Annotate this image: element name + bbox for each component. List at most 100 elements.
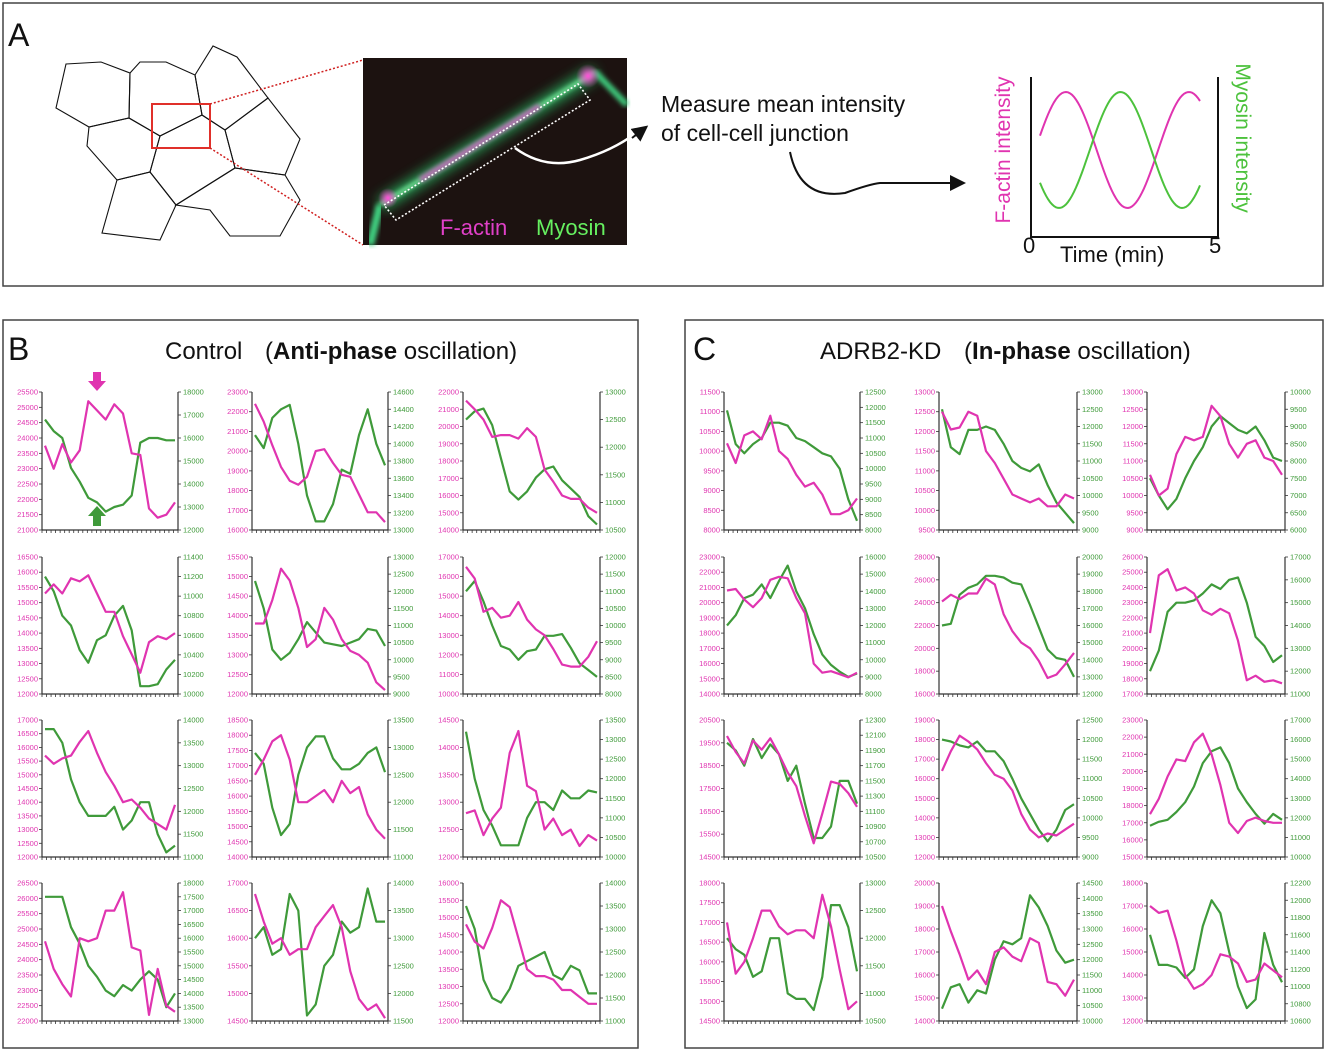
y2-tick-label-myosin: 11500 (1082, 755, 1102, 764)
panel-b-title: Control (Anti-phase oscillation) (165, 338, 517, 365)
y2-tick-label-myosin: 16500 (183, 920, 204, 929)
y2-tick-label-myosin: 6500 (1290, 508, 1307, 517)
factin-line (725, 414, 858, 516)
y2-tick-label-myosin: 13000 (393, 934, 414, 943)
y-tick-label-factin: 14000 (699, 690, 720, 699)
y-tick-label-factin: 24000 (914, 598, 935, 607)
y2-tick-label-myosin: 11300 (865, 792, 885, 801)
factin-line (254, 734, 386, 840)
y-tick-label-factin: 13000 (914, 833, 935, 842)
y-tick-label-factin: 24000 (1122, 583, 1143, 592)
y-tick-label-factin: 13500 (227, 631, 248, 640)
y-tick-label-factin: 15000 (438, 592, 459, 601)
y-tick-label-factin: 25500 (17, 388, 38, 397)
y-tick-label-factin: 24500 (17, 418, 38, 427)
y2-tick-label-myosin: 12000 (393, 989, 414, 998)
y2-tick-label-myosin: 10500 (393, 638, 414, 647)
y-tick-label-factin: 16000 (227, 792, 248, 801)
y2-tick-label-myosin: 11600 (1290, 930, 1310, 939)
y-tick-label-factin: 13500 (17, 644, 38, 653)
y-tick-label-factin: 10500 (914, 486, 935, 495)
y2-tick-label-myosin: 11000 (1082, 457, 1102, 466)
myosin-trough-arrow-icon (88, 506, 106, 526)
y2-tick-label-myosin: 13200 (393, 508, 414, 517)
y2-tick-label-myosin: 13000 (605, 735, 626, 744)
y-tick-label-factin: 17000 (699, 644, 720, 653)
y2-tick-label-myosin: 11500 (605, 570, 625, 579)
y2-tick-label-myosin: 12000 (605, 971, 626, 980)
y2-tick-label-myosin: 9500 (1082, 508, 1099, 517)
y2-tick-label-myosin: 10500 (605, 833, 626, 842)
y2-tick-label-myosin: 12000 (1082, 422, 1103, 431)
chart-c-9: 15000 16000 17000 18000 19000 20000 21000 22000… (1122, 716, 1311, 862)
myosin-line (45, 895, 176, 1009)
panel-a: A F-actin Myosin (2, 2, 1324, 287)
y-tick-label-factin: 17000 (17, 716, 38, 725)
cell-network-diagram (55, 45, 301, 241)
y-tick-label-factin: 22000 (438, 388, 459, 397)
y2-tick-label-myosin: 13500 (605, 902, 626, 911)
factin-line (1148, 568, 1283, 685)
y-tick-label-factin: 14500 (699, 1017, 720, 1026)
y2-tick-label-myosin: 17500 (183, 892, 204, 901)
y-tick-label-factin: 10000 (1122, 491, 1143, 500)
y-tick-label-factin: 22500 (17, 1001, 38, 1010)
y-tick-label-factin: 8500 (703, 506, 720, 515)
y2-tick-label-myosin: 12000 (605, 553, 626, 562)
y-tick-label-factin: 15500 (17, 757, 38, 766)
myosin-line (1149, 415, 1283, 511)
y-tick-label-factin: 15000 (438, 913, 459, 922)
y-tick-label-factin: 14000 (914, 813, 935, 822)
y2-tick-label-myosin: 11000 (393, 853, 413, 862)
y-tick-label-factin: 12000 (438, 650, 459, 659)
y-tick-label-factin: 11000 (700, 407, 720, 416)
y2-tick-label-myosin: 13000 (183, 503, 204, 512)
y-tick-label-factin: 13000 (438, 982, 459, 991)
chart-b-11: 14500 15000 15500 16000 16500 17000 11500 12000… (227, 879, 414, 1026)
y-tick-label-factin: 20000 (914, 879, 935, 888)
panel-b-label: B (8, 331, 29, 367)
y2-tick-label-myosin: 12500 (605, 755, 626, 764)
y2-tick-label-myosin: 10500 (1082, 794, 1103, 803)
schematic-ylabel-myosin: Myosin intensity (1231, 63, 1254, 213)
y2-tick-label-myosin: 11700 (865, 761, 885, 770)
y2-tick-label-myosin: 14000 (183, 989, 204, 998)
y2-tick-label-myosin: 12000 (1290, 667, 1311, 676)
y-tick-label-factin: 13000 (17, 825, 38, 834)
y2-tick-label-myosin: 12500 (1082, 716, 1103, 725)
chart-b-1: 21000 21500 22000 22500 23000 23500 24000 24500… (17, 388, 204, 535)
y2-tick-label-myosin: 12000 (605, 443, 626, 452)
chart-b-4: 12000 12500 13000 13500 14000 14500 15000 15500… (17, 553, 204, 699)
y-tick-label-factin: 15000 (438, 508, 459, 517)
y2-tick-label-myosin: 14000 (183, 716, 204, 725)
y2-tick-label-myosin: 14000 (1082, 655, 1103, 664)
y-tick-label-factin: 10000 (699, 447, 720, 456)
chart-c-10: 14500 15000 15500 16000 16500 17000 17500 18000… (699, 879, 886, 1026)
y2-tick-label-myosin: 13000 (183, 1017, 204, 1026)
y-tick-label-factin: 21000 (227, 427, 248, 436)
factin-line (465, 566, 598, 668)
panel-b-condition: Control (165, 338, 242, 365)
schematic-x-end: 5 (1209, 233, 1221, 258)
y2-tick-label-myosin: 9500 (1290, 405, 1307, 414)
factin-line (253, 893, 386, 1019)
chart-c-11: 14000 15000 16000 17000 18000 19000 20000 10000… (914, 879, 1103, 1026)
myosin-line (1149, 746, 1283, 827)
factin-line (465, 899, 597, 1005)
factin-line (1149, 732, 1282, 835)
myosin-line (726, 564, 858, 679)
y2-tick-label-myosin: 13000 (393, 553, 414, 562)
myosin-line (940, 409, 1075, 524)
y2-tick-label-myosin: 12500 (605, 948, 626, 957)
y2-tick-label-myosin: 10500 (605, 604, 626, 613)
y-tick-label-factin: 16000 (227, 934, 248, 943)
myosin-line (253, 580, 386, 661)
myosin-line (1148, 899, 1283, 1010)
y2-tick-label-myosin: 11500 (865, 961, 885, 970)
y2-tick-label-myosin: 13500 (605, 716, 626, 725)
y-tick-label-factin: 15000 (699, 997, 720, 1006)
y2-tick-label-myosin: 13000 (393, 526, 414, 535)
y-tick-label-factin: 19000 (699, 613, 720, 622)
y2-tick-label-myosin: 9000 (393, 690, 410, 699)
y-tick-label-factin: 10500 (1122, 474, 1143, 483)
